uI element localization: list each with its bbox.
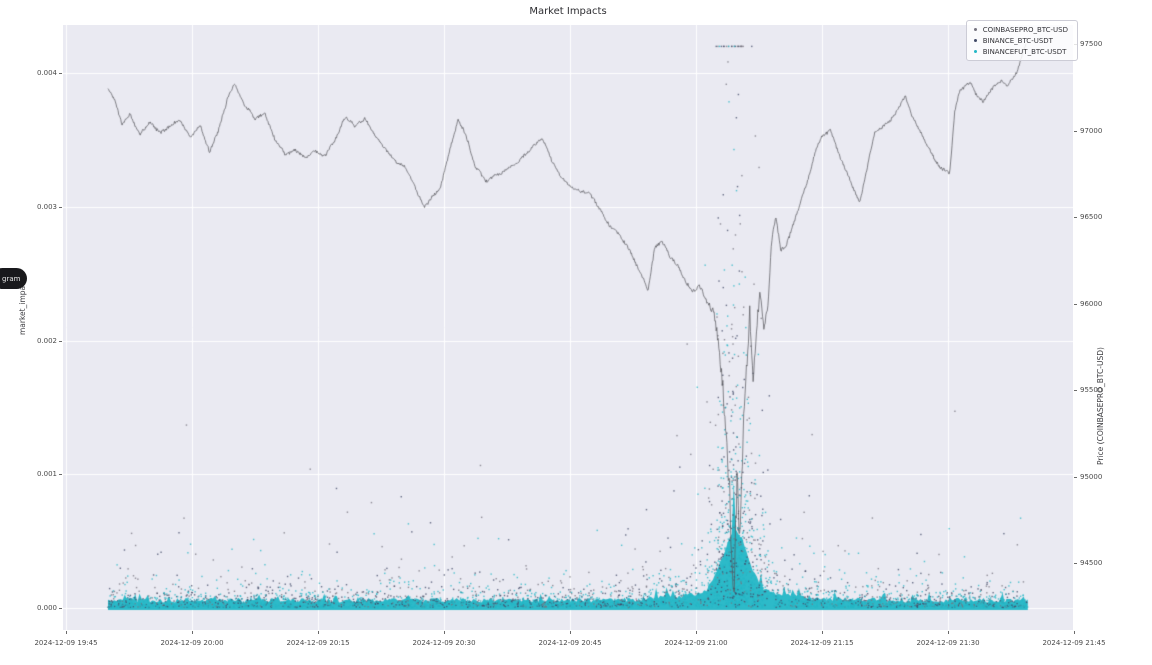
y-axis-tickmark-right [1074, 390, 1077, 391]
y-axis-tickmark-right [1074, 217, 1077, 218]
x-axis-tick: 2024-12-09 20:45 [538, 639, 602, 647]
x-axis-tickmark [192, 631, 193, 634]
y-axis-tick-left: 0.004 [36, 69, 57, 78]
x-axis-tickmark [66, 631, 67, 634]
x-axis-tick: 2024-12-09 21:15 [790, 639, 854, 647]
legend-item-binancefut: BINANCEFUT_BTC-USDT [973, 46, 1068, 57]
y-axis-tick-right: 94500 [1080, 559, 1103, 568]
x-axis-tickmark [948, 631, 949, 634]
x-axis-tick: 2024-12-09 20:15 [286, 639, 350, 647]
legend-marker-coinbasepro-icon [973, 28, 977, 31]
legend-label: BINANCE_BTC-USDT [982, 36, 1053, 45]
legend-marker-binancefut-icon [973, 50, 977, 53]
y-axis-tickmark-right [1074, 563, 1077, 564]
legend: COINBASEPRO_BTC-USD BINANCE_BTC-USDT BIN… [965, 20, 1078, 61]
y-axis-tick-right: 95000 [1080, 472, 1103, 481]
y-axis-tickmark-left [59, 207, 62, 208]
x-axis-tickmark [696, 631, 697, 634]
legend-label: COINBASEPRO_BTC-USD [982, 25, 1068, 34]
chart-title: Market Impacts [529, 6, 607, 17]
y-axis-tickmark-left [59, 341, 62, 342]
y-axis-tickmark-right [1074, 131, 1077, 132]
legend-marker-binance-icon [973, 39, 977, 42]
x-axis-tickmark [444, 631, 445, 634]
x-axis-tick: 2024-12-09 21:30 [916, 639, 980, 647]
y-axis-label-right: Price (COINBASEPRO_BTC-USD) [1096, 347, 1105, 465]
y-axis-tick-right: 96500 [1080, 213, 1103, 222]
legend-item-coinbasepro: COINBASEPRO_BTC-USD [973, 24, 1068, 35]
y-axis-tick-right: 96000 [1080, 299, 1103, 308]
legend-label: BINANCEFUT_BTC-USDT [982, 47, 1067, 56]
overlay-badge-label: gram [2, 274, 21, 283]
y-axis-tickmark-left [59, 608, 62, 609]
plot-area: COINBASEPRO_BTC-USD BINANCE_BTC-USDT BIN… [63, 20, 1078, 630]
y-axis-tick-right: 97500 [1080, 40, 1103, 49]
y-axis-tick-left: 0.003 [36, 202, 57, 211]
x-axis-tick: 2024-12-09 20:30 [412, 639, 476, 647]
y-axis-tick-left: 0.001 [36, 470, 57, 479]
y-axis-tick-right: 97000 [1080, 126, 1103, 135]
x-axis-tickmark [318, 631, 319, 634]
overlay-badge[interactable]: gram [0, 268, 28, 289]
x-axis-tick: 2024-12-09 19:45 [34, 639, 98, 647]
y-axis-tickmark-left [59, 474, 62, 475]
y-axis-tick-left: 0.000 [36, 603, 57, 612]
y-axis-tickmark-right [1074, 477, 1077, 478]
x-axis-tick: 2024-12-09 21:45 [1042, 639, 1106, 647]
x-axis-tickmark [570, 631, 571, 634]
x-axis-tick: 2024-12-09 21:00 [664, 639, 728, 647]
x-axis-tickmark [1074, 631, 1075, 634]
y-axis-tick-left: 0.002 [36, 336, 57, 345]
y-axis-tickmark-left [59, 73, 62, 74]
legend-item-binance: BINANCE_BTC-USDT [973, 35, 1068, 46]
x-axis-tickmark [822, 631, 823, 634]
chart-canvas [63, 25, 1073, 630]
y-axis-tickmark-right [1074, 304, 1077, 305]
y-axis-tick-right: 95500 [1080, 386, 1103, 395]
x-axis-tick: 2024-12-09 20:00 [160, 639, 224, 647]
